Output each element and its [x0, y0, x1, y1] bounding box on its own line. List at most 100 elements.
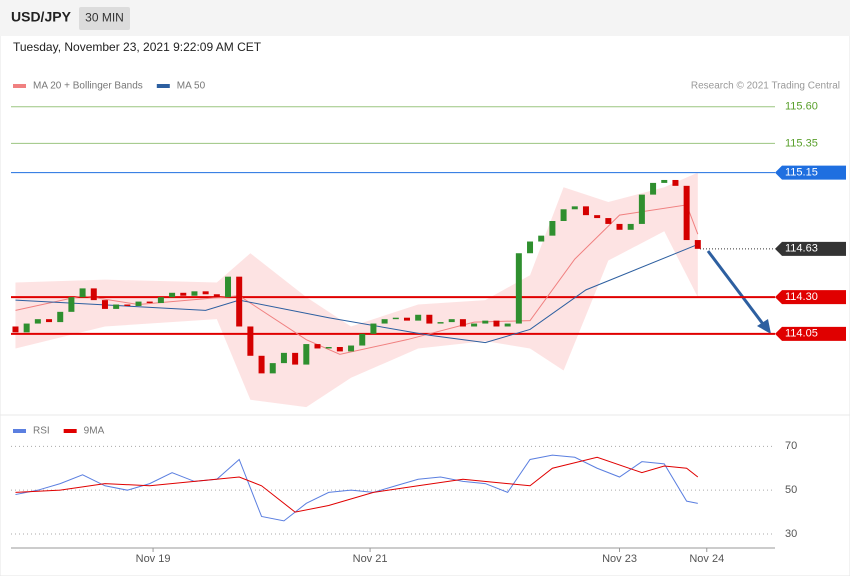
- candle: [482, 320, 489, 324]
- candle: [79, 288, 86, 298]
- candle: [113, 304, 120, 309]
- forecast-arrow: [706, 250, 768, 329]
- legend-swatch: [156, 84, 170, 88]
- legend-swatch: [63, 429, 77, 433]
- candle: [303, 344, 310, 365]
- candle: [426, 314, 433, 324]
- x-tick-label: Nov 21: [353, 553, 388, 565]
- level-tag: [775, 241, 846, 256]
- candle: [616, 223, 623, 230]
- candle: [448, 319, 455, 323]
- candle: [582, 206, 589, 216]
- timestamp: Tuesday, November 23, 2021 9:22:09 AM CE…: [13, 40, 262, 54]
- candle: [124, 304, 131, 306]
- candle: [571, 206, 578, 210]
- candle: [672, 179, 679, 186]
- candle: [549, 221, 556, 236]
- candle: [57, 311, 64, 323]
- series-line: [15, 243, 699, 344]
- candle: [180, 292, 187, 296]
- y-tick-label: 50: [785, 484, 797, 496]
- candle: [605, 218, 612, 224]
- candle: [627, 223, 634, 230]
- candle: [157, 297, 164, 304]
- candle: [135, 301, 142, 306]
- candle: [359, 333, 366, 346]
- x-tick-label: Nov 24: [689, 553, 724, 565]
- legend-label: MA 50: [177, 81, 206, 92]
- interval-button[interactable]: [79, 7, 130, 30]
- candle: [34, 319, 41, 324]
- candle: [101, 300, 108, 309]
- level-tag: [775, 326, 846, 341]
- candle: [560, 209, 567, 221]
- candle: [694, 240, 701, 249]
- candle: [459, 319, 466, 327]
- x-tick-label: Nov 23: [602, 553, 637, 565]
- bollinger-band: [15, 172, 698, 408]
- y-tick-label: 70: [785, 440, 797, 452]
- level-label: 114.05: [785, 328, 818, 340]
- candle: [661, 179, 668, 183]
- candle: [471, 323, 478, 327]
- candle: [247, 326, 254, 356]
- level-tag: [775, 290, 846, 305]
- candle: [683, 185, 690, 241]
- level-label: 115.60: [785, 101, 818, 113]
- candle: [348, 345, 355, 352]
- legend-label: RSI: [33, 426, 50, 437]
- candle: [191, 291, 198, 296]
- candle: [325, 347, 332, 349]
- candle: [437, 322, 444, 324]
- toolbar: [0, 0, 850, 36]
- forecast-arrowhead: [757, 319, 771, 334]
- level-label: 114.63: [785, 243, 818, 255]
- candle: [370, 323, 377, 334]
- legend-swatch: [13, 84, 26, 88]
- legend-label: 9MA: [84, 426, 105, 437]
- symbol: USD/JPY: [11, 9, 72, 25]
- candle: [23, 323, 30, 333]
- level-label: 115.35: [785, 137, 818, 149]
- candle: [515, 253, 522, 324]
- candle: [90, 288, 97, 301]
- level-label: 115.15: [785, 167, 818, 179]
- candle: [594, 215, 601, 219]
- candle: [493, 320, 500, 327]
- series-line: [15, 454, 698, 522]
- legend-label: MA 20 + Bollinger Bands: [33, 81, 143, 92]
- legend-swatch: [13, 429, 26, 433]
- candle: [527, 241, 534, 254]
- interval[interactable]: 30 MIN: [85, 11, 124, 25]
- candle: [269, 363, 276, 374]
- level-tag: [775, 165, 846, 180]
- candle: [504, 323, 511, 327]
- candle: [46, 319, 53, 323]
- candle: [213, 294, 220, 298]
- candle: [146, 301, 153, 304]
- candle: [650, 182, 657, 195]
- candle: [415, 314, 422, 321]
- candle: [403, 317, 410, 321]
- candle: [169, 292, 176, 298]
- candle: [236, 276, 243, 327]
- candle: [392, 317, 399, 320]
- credit: Research © 2021 Trading Central: [691, 81, 840, 92]
- candle: [258, 355, 265, 374]
- candle: [280, 352, 287, 364]
- candle: [292, 352, 299, 365]
- level-label: 114.30: [785, 291, 818, 303]
- x-tick-label: Nov 19: [136, 553, 171, 565]
- candle: [538, 235, 545, 242]
- candle: [202, 291, 209, 295]
- candle: [638, 194, 645, 224]
- candle: [381, 319, 388, 324]
- y-tick-label: 30: [785, 528, 797, 540]
- candle: [12, 326, 19, 333]
- series-line: [15, 456, 699, 513]
- candle: [336, 347, 343, 352]
- candle: [314, 344, 321, 349]
- candle: [225, 276, 232, 298]
- candle: [68, 297, 75, 312]
